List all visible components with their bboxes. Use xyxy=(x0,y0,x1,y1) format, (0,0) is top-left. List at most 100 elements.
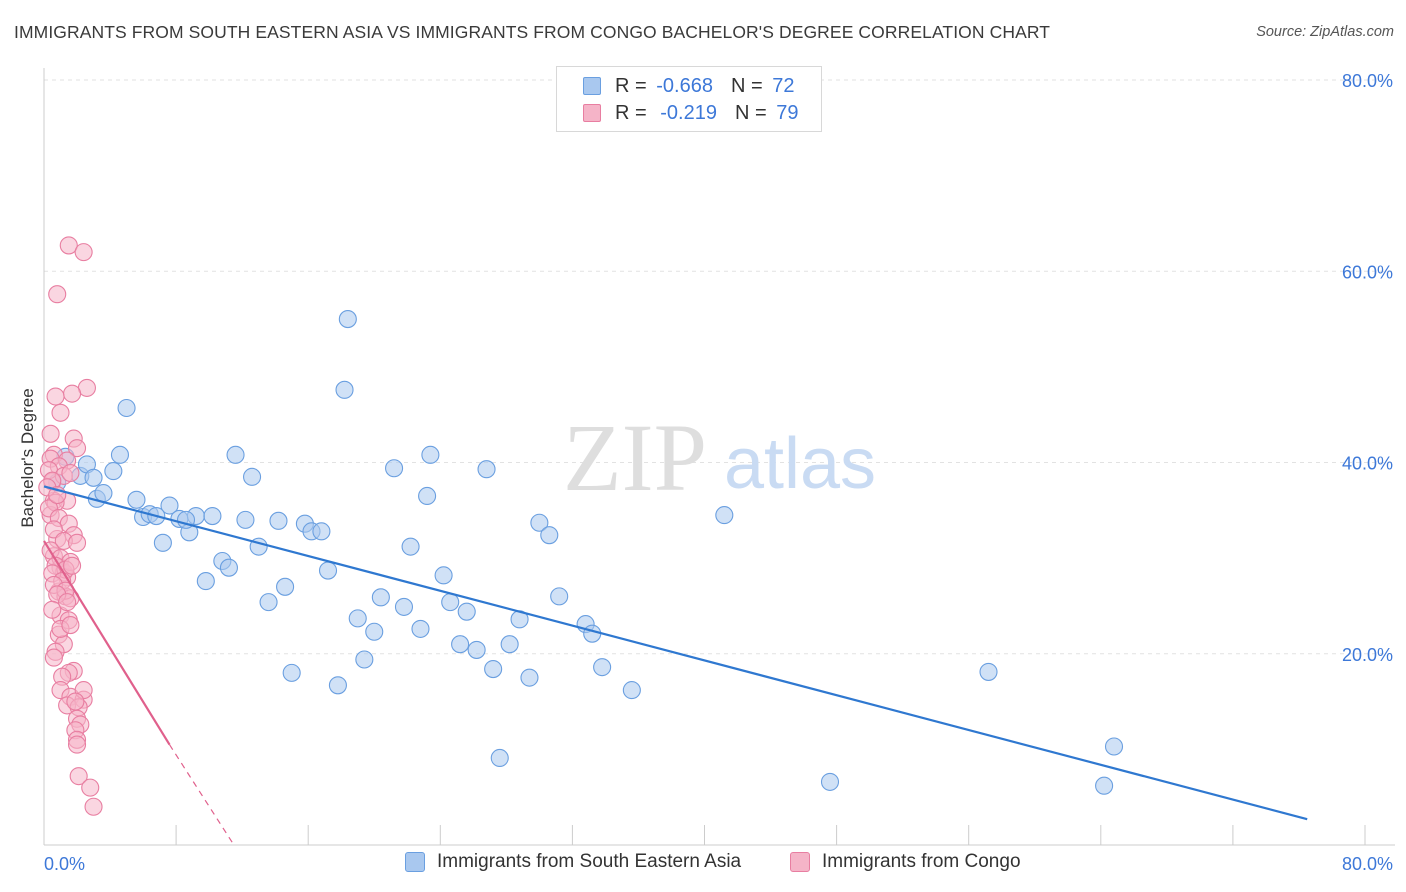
series-south-eastern-asia xyxy=(48,310,1124,795)
legend-row-pink: R = -0.219 N = 79 xyxy=(583,100,798,126)
y-tick-label: 40.0% xyxy=(1342,454,1393,474)
data-point-south-eastern-asia xyxy=(484,659,503,679)
blue-swatch xyxy=(583,77,601,95)
data-point-south-eastern-asia xyxy=(550,587,569,606)
series-congo xyxy=(38,236,103,816)
data-point-congo xyxy=(59,236,78,255)
legend-item-south-eastern-asia: Immigrants from South Eastern Asia xyxy=(405,851,741,873)
data-point-south-eastern-asia xyxy=(219,558,238,577)
data-point-congo xyxy=(63,384,82,403)
n-label: N = xyxy=(734,101,767,124)
trend-line-congo-extension xyxy=(168,744,235,846)
data-point-south-eastern-asia xyxy=(1104,737,1124,756)
y-tick-label: 60.0% xyxy=(1342,262,1393,282)
data-point-south-eastern-asia xyxy=(117,398,136,418)
data-point-south-eastern-asia xyxy=(530,513,549,532)
data-point-congo xyxy=(67,439,87,458)
data-point-south-eastern-asia xyxy=(477,460,496,479)
blue-swatch xyxy=(405,852,425,872)
n-value: 79 xyxy=(776,101,799,124)
n-label: N = xyxy=(730,74,763,97)
data-point-south-eastern-asia xyxy=(715,506,734,525)
data-point-congo xyxy=(44,520,63,539)
data-point-south-eastern-asia xyxy=(110,445,130,464)
trend-line-congo xyxy=(43,540,171,746)
data-point-south-eastern-asia xyxy=(160,496,179,515)
r-value: -0.668 xyxy=(656,74,713,97)
series-legend: Immigrants from South Eastern Asia Immig… xyxy=(0,851,1406,879)
pink-swatch xyxy=(583,104,601,122)
data-point-south-eastern-asia xyxy=(451,635,470,654)
data-point-congo xyxy=(84,797,103,816)
data-point-south-eastern-asia xyxy=(418,486,437,506)
r-label: R = xyxy=(615,74,647,97)
n-value: 72 xyxy=(772,74,795,97)
data-point-south-eastern-asia xyxy=(434,566,453,585)
pink-swatch xyxy=(790,852,810,872)
data-point-congo xyxy=(48,285,67,304)
data-point-south-eastern-asia xyxy=(243,467,262,486)
data-point-south-eastern-asia xyxy=(282,663,301,682)
data-point-congo xyxy=(67,533,87,552)
data-point-south-eastern-asia xyxy=(467,640,486,659)
data-point-congo xyxy=(67,735,87,754)
data-point-south-eastern-asia xyxy=(394,597,414,616)
data-point-south-eastern-asia xyxy=(276,577,295,596)
y-tick-label: 20.0% xyxy=(1342,645,1393,665)
data-point-south-eastern-asia xyxy=(94,484,113,503)
data-point-congo xyxy=(43,600,62,619)
data-point-congo xyxy=(61,616,80,635)
data-point-south-eastern-asia xyxy=(457,602,476,621)
tick-labels: 20.0% 40.0% 60.0% 80.0% 0.0% 80.0% xyxy=(44,71,1393,874)
data-point-south-eastern-asia xyxy=(269,511,288,530)
data-point-south-eastern-asia xyxy=(500,635,519,654)
data-point-south-eastern-asia xyxy=(338,310,357,329)
data-point-south-eastern-asia xyxy=(411,619,430,638)
data-point-congo xyxy=(66,692,85,711)
r-value: -0.219 xyxy=(660,101,717,124)
data-point-south-eastern-asia xyxy=(236,510,255,529)
data-point-south-eastern-asia xyxy=(583,624,602,643)
data-point-south-eastern-asia xyxy=(196,572,215,591)
grid-lines xyxy=(44,79,1395,655)
legend-label: Immigrants from South Eastern Asia xyxy=(437,851,742,872)
r-label: R = xyxy=(615,101,647,124)
data-point-south-eastern-asia xyxy=(318,561,338,580)
x-tick-label: 80.0% xyxy=(1342,854,1393,874)
data-point-south-eastern-asia xyxy=(371,588,390,607)
data-point-south-eastern-asia xyxy=(1095,776,1114,795)
data-point-south-eastern-asia xyxy=(259,593,278,612)
data-point-congo xyxy=(74,243,93,262)
data-point-south-eastern-asia xyxy=(335,380,354,399)
trend-line-south-eastern-asia xyxy=(43,485,1308,821)
data-point-congo xyxy=(41,424,60,443)
data-point-congo xyxy=(69,767,88,786)
data-point-congo xyxy=(63,556,82,575)
data-point-south-eastern-asia xyxy=(203,506,222,526)
data-point-congo xyxy=(44,648,63,667)
data-point-congo xyxy=(61,463,80,483)
y-tick-label: 80.0% xyxy=(1342,71,1393,91)
source-credit: Source: ZipAtlas.com xyxy=(1256,24,1394,40)
data-point-south-eastern-asia xyxy=(312,522,331,541)
chart-title: IMMIGRANTS FROM SOUTH EASTERN ASIA VS IM… xyxy=(14,22,1051,42)
data-point-south-eastern-asia xyxy=(104,462,123,481)
data-point-south-eastern-asia xyxy=(820,772,840,791)
data-point-south-eastern-asia xyxy=(365,622,384,641)
correlation-legend: R = -0.668 N = 72 R = -0.219 N = 79 xyxy=(556,66,822,132)
axes xyxy=(43,68,1395,846)
data-point-south-eastern-asia xyxy=(490,748,509,768)
x-tick-label: 0.0% xyxy=(44,854,85,874)
data-point-south-eastern-asia xyxy=(84,468,103,487)
data-point-south-eastern-asia xyxy=(401,537,420,556)
data-point-congo xyxy=(81,778,100,797)
data-point-south-eastern-asia xyxy=(355,650,374,669)
data-point-south-eastern-asia xyxy=(540,526,559,545)
watermark: ZIP atlas xyxy=(563,404,876,511)
legend-item-congo: Immigrants from Congo xyxy=(790,851,1021,873)
data-point-south-eastern-asia xyxy=(593,658,612,677)
legend-label: Immigrants from Congo xyxy=(822,851,1021,872)
data-point-south-eastern-asia xyxy=(622,681,641,700)
data-point-congo xyxy=(58,593,77,612)
